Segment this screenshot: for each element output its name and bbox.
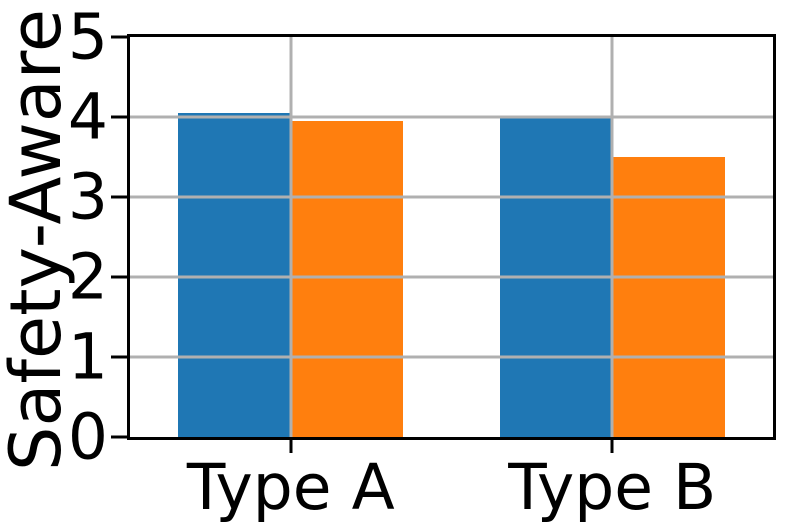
plot-area: Type A Type B [111,34,776,522]
y-tick-mark-3 [111,195,127,199]
h-gridline-2 [130,275,773,279]
bar-orange-0 [290,121,404,437]
h-gridline-4 [130,115,773,119]
y-tick-label-4: 4 [67,80,108,154]
x-tick-mark-0 [289,440,293,453]
x-tick-label-0: Type A [186,451,395,524]
y-tick-label-1: 1 [67,320,108,394]
bar-blue-0 [178,113,291,437]
y-tick-label-3: 3 [67,160,108,234]
y-tick-mark-2 [111,275,127,279]
y-tick-mark-1 [111,355,127,359]
y-tick-label-0: 0 [67,400,108,474]
x-tick-mark-1 [610,440,614,453]
y-tick-mark-4 [111,115,127,119]
h-gridline-1 [130,355,773,359]
y-tick-label-2: 2 [67,240,108,314]
y-tick-mark-5 [111,35,127,39]
y-tick-mark-0 [111,435,127,439]
x-tick-label-1: Type B [508,451,717,524]
h-gridline-3 [130,195,773,199]
y-tick-label-5: 5 [67,0,108,74]
v-gridline-0 [289,37,293,437]
bar-orange-1 [612,157,725,437]
v-gridline-1 [610,37,614,437]
